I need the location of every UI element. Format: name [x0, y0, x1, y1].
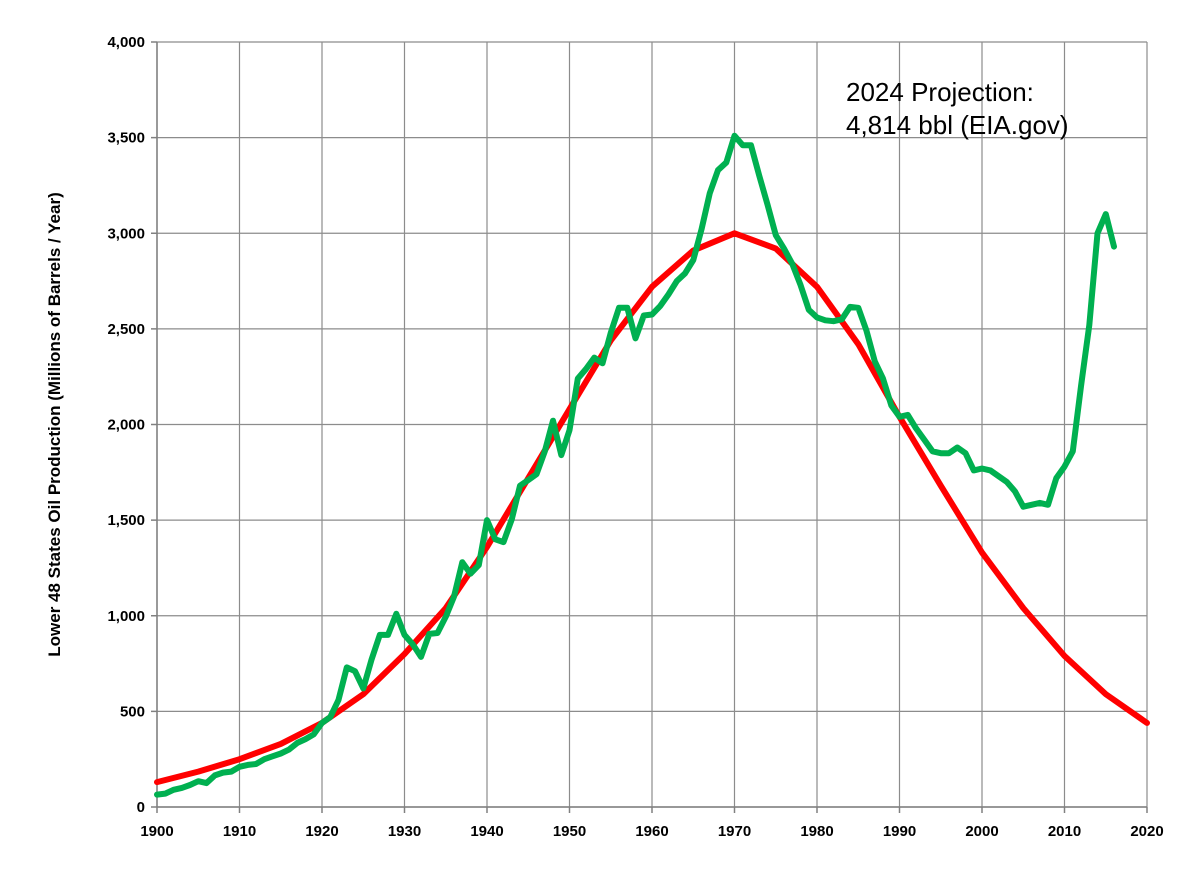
actual-production-line: [154, 132, 1117, 798]
x-tick-label: 2000: [965, 823, 998, 840]
x-tick-label: 2010: [1048, 823, 1081, 840]
x-tick-labels: 1900 1910 1920 1930 1940 1950 1960 1970 1980 1990…: [140, 823, 1163, 840]
x-tick-label: 1940: [470, 823, 503, 840]
y-tick-label: 500: [120, 703, 145, 720]
x-tick-label: 1990: [883, 823, 916, 840]
x-tick-label: 1980: [800, 823, 833, 840]
y-tick-label: 0: [137, 799, 145, 816]
y-tick-label: 2,500: [107, 321, 145, 338]
y-tick-label: 3,000: [107, 225, 145, 242]
x-tick-label: 1970: [718, 823, 751, 840]
series-lines: [154, 132, 1150, 798]
gridlines: [156, 41, 1148, 808]
y-tick-label: 2,000: [107, 417, 145, 434]
x-tick-label: 1900: [140, 823, 173, 840]
x-tick-label: 1960: [635, 823, 668, 840]
projection-annotation-line1: 2024 Projection:: [846, 77, 1034, 107]
y-tick-label: 4,000: [107, 34, 145, 51]
projection-annotation-line2: 4,814 bbl (EIA.gov): [846, 110, 1069, 140]
x-tick-label: 1930: [388, 823, 421, 840]
x-tick-label: 2020: [1130, 823, 1163, 840]
y-tick-label: 3,500: [107, 130, 145, 147]
axes: [151, 41, 1148, 813]
x-tick-label: 1910: [223, 823, 256, 840]
x-tick-label: 1950: [553, 823, 586, 840]
y-tick-labels: 0 500 1,000 1,500 2,000 2,500 3,000 3,500 4,000: [107, 34, 145, 816]
x-tick-label: 1920: [305, 823, 338, 840]
y-tick-label: 1,500: [107, 512, 145, 529]
y-axis-title: Lower 48 States Oil Production (Millions…: [45, 192, 64, 656]
y-tick-label: 1,000: [107, 608, 145, 625]
